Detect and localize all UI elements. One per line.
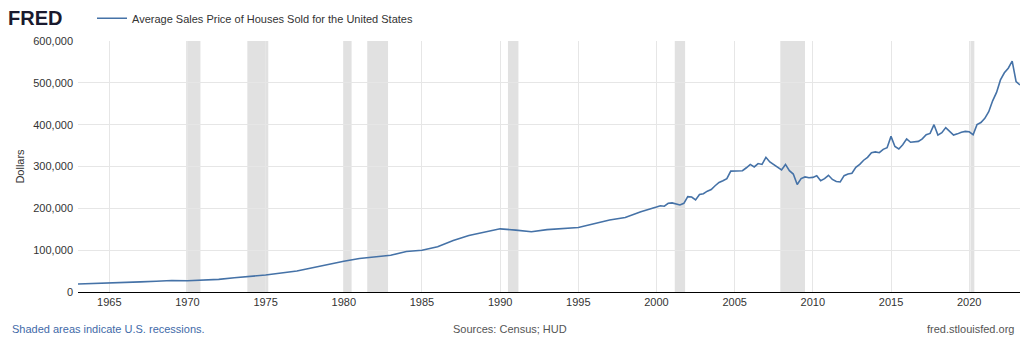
svg-text:0: 0 <box>67 286 73 298</box>
svg-text:1970: 1970 <box>175 296 199 308</box>
svg-text:1980: 1980 <box>332 296 356 308</box>
svg-text:Shaded areas indicate U.S. rec: Shaded areas indicate U.S. recessions. <box>12 323 205 335</box>
svg-text:Sources: Census; HUD: Sources: Census; HUD <box>453 323 567 335</box>
svg-text:400,000: 400,000 <box>33 119 73 131</box>
svg-text:1985: 1985 <box>410 296 434 308</box>
svg-text:2000: 2000 <box>644 296 668 308</box>
svg-text:500,000: 500,000 <box>33 77 73 89</box>
svg-text:1965: 1965 <box>97 296 121 308</box>
svg-text:FRED: FRED <box>8 7 62 29</box>
svg-text:fred.stlouisfed.org: fred.stlouisfed.org <box>927 323 1014 335</box>
svg-text:1995: 1995 <box>566 296 590 308</box>
svg-text:1975: 1975 <box>253 296 277 308</box>
svg-text:2015: 2015 <box>879 296 903 308</box>
svg-text:1990: 1990 <box>488 296 512 308</box>
svg-text:100,000: 100,000 <box>33 244 73 256</box>
svg-text:Average Sales Price of Houses: Average Sales Price of Houses Sold for t… <box>132 13 413 25</box>
svg-text:2010: 2010 <box>801 296 825 308</box>
svg-text:200,000: 200,000 <box>33 202 73 214</box>
svg-text:2020: 2020 <box>957 296 981 308</box>
svg-text:600,000: 600,000 <box>33 35 73 47</box>
svg-text:300,000: 300,000 <box>33 160 73 172</box>
svg-text:2005: 2005 <box>722 296 746 308</box>
svg-text:Dollars: Dollars <box>14 149 26 184</box>
